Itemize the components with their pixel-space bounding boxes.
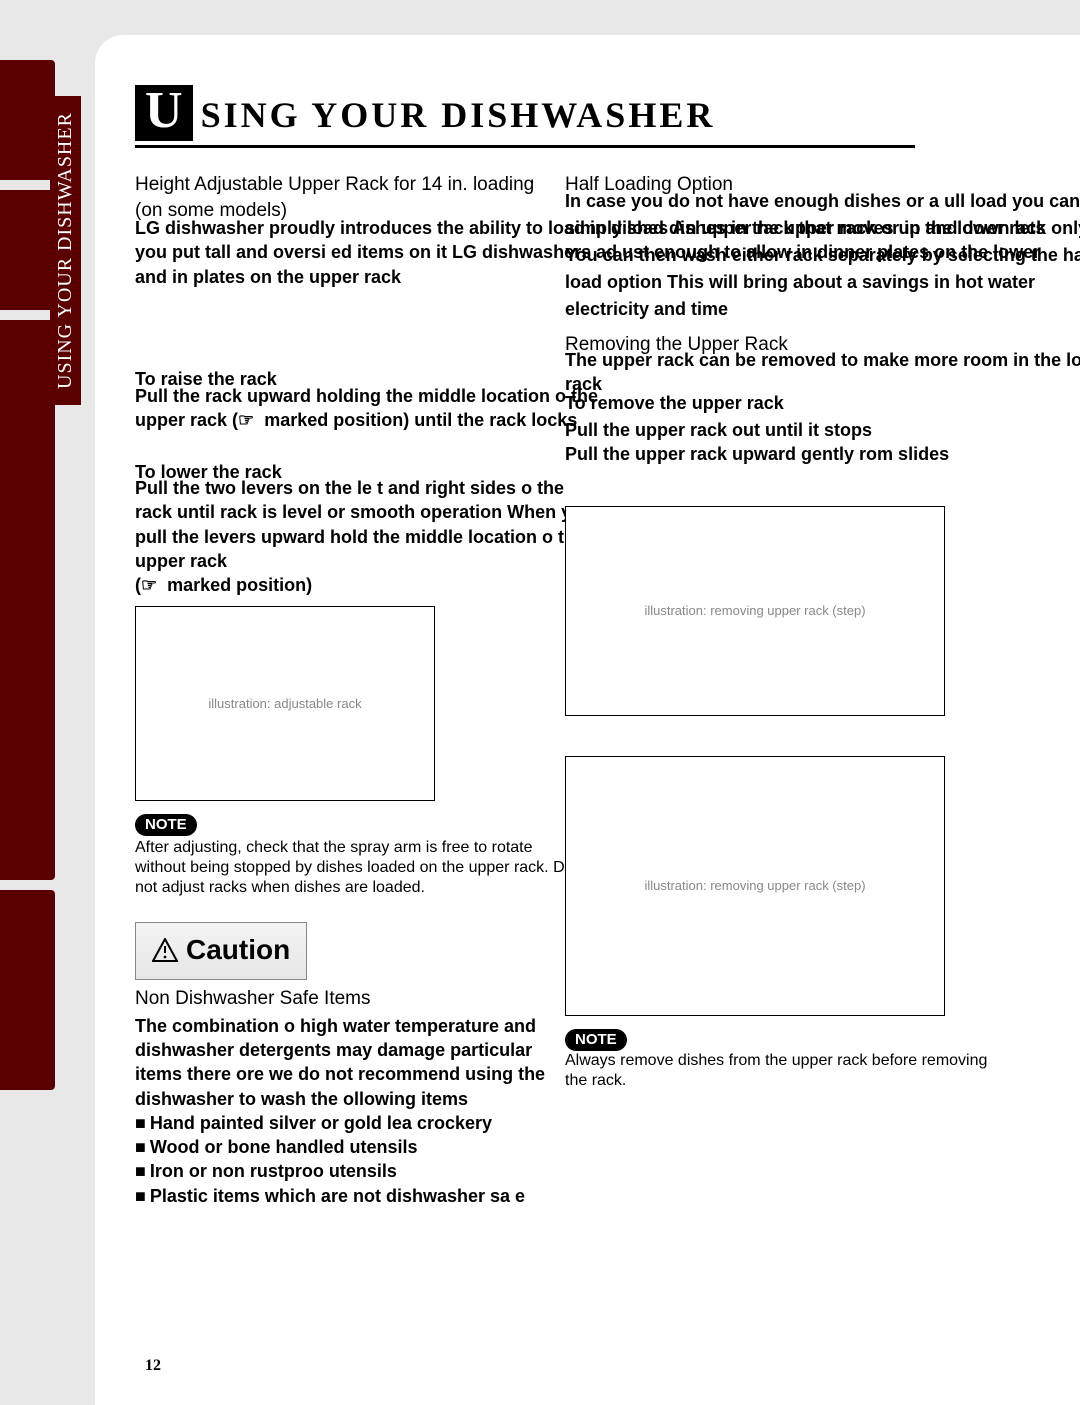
caution-item: ■Hand painted silver or gold lea crocker… (135, 1111, 595, 1135)
note-pill-2: NOTE (565, 1029, 627, 1051)
accent-block (0, 320, 55, 880)
accent-block (0, 60, 55, 180)
figure-remove-step-2: illustration: removing upper rack (step) (565, 756, 945, 1016)
caution-subtitle: Non Dishwasher Safe Items (135, 986, 595, 1012)
heading-rule (135, 145, 915, 148)
caution-item: ■Plastic items which are not dishwasher … (135, 1184, 595, 1208)
accent-block (0, 890, 55, 1090)
raise-body: Pull the rack upward holding the middle … (135, 384, 615, 433)
note-text: After adjusting, check that the spray ar… (135, 838, 575, 898)
caution-box: Caution (135, 922, 307, 980)
side-tab-label: USING YOUR DISHWASHER (50, 96, 81, 405)
figure-remove-step-1: illustration: removing upper rack (step) (565, 506, 945, 716)
warning-icon (152, 938, 178, 962)
caution-item: ■Wood or bone handled utensils (135, 1135, 595, 1159)
caution-title: Caution (186, 931, 290, 969)
caution-list: ■Hand painted silver or gold lea crocker… (135, 1111, 595, 1208)
pointer-icon: ☞ (141, 575, 157, 595)
caution-body: The combination o high water temperature… (135, 1014, 555, 1111)
pointer-icon: ☞ (238, 410, 254, 430)
note2-text: Always remove dishes from the upper rack… (565, 1051, 1005, 1091)
page-heading: U SING YOUR DISHWASHER (135, 85, 1080, 141)
remove-body: The upper rack can be removed to make mo… (565, 348, 1080, 397)
page-frame: USING YOUR DISHWASHER U SING YOUR DISHWA… (95, 35, 1080, 1405)
caution-item: ■Iron or non rustproo utensils (135, 1159, 595, 1183)
accent-block (0, 190, 55, 310)
figure-rack-adjust: illustration: adjustable rack (135, 606, 435, 801)
note-pill: NOTE (135, 814, 197, 836)
page-number: 12 (145, 1357, 161, 1375)
lower-body: Pull the two levers on the le t and righ… (135, 476, 605, 597)
half-body: In case you do not have enough dishes or… (565, 188, 1080, 323)
heading-rest: SING YOUR DISHWASHER (201, 94, 716, 140)
remove-steps: Pull the upper rack out until it stops P… (565, 418, 1080, 467)
heading-dropcap: U (135, 85, 193, 141)
